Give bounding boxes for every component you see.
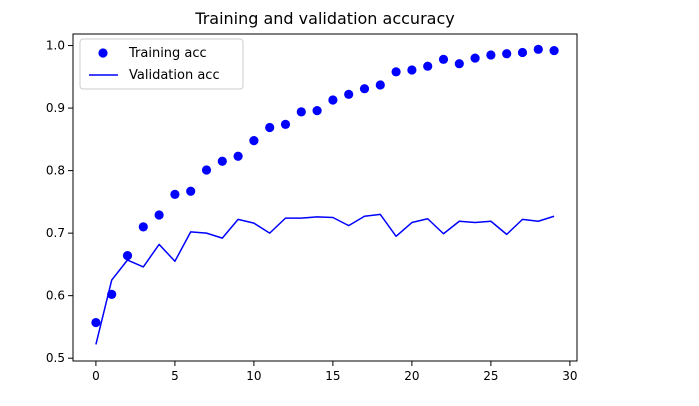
training-acc-point	[233, 151, 243, 161]
training-acc-point	[375, 80, 385, 90]
legend-label: Training acc	[128, 46, 207, 61]
training-acc-point	[296, 107, 306, 117]
y-tick-label: 1.0	[46, 39, 65, 53]
x-tick-label: 15	[325, 369, 340, 383]
legend-marker-swatch	[98, 48, 108, 58]
training-acc-point	[517, 47, 528, 58]
training-acc-point	[407, 65, 417, 75]
training-acc-point	[249, 136, 259, 146]
legend: Training acc Validation acc	[79, 38, 244, 90]
training-acc-point	[280, 119, 291, 129]
training-acc-point	[454, 59, 464, 69]
plot-series	[91, 44, 559, 345]
training-acc-point	[344, 89, 354, 99]
training-acc-point	[328, 95, 338, 105]
training-acc-point	[423, 61, 433, 71]
legend-label: Validation acc	[129, 68, 220, 83]
training-acc-point	[265, 122, 275, 133]
y-tick-label: 0.6	[46, 289, 65, 303]
x-tick-label: 0	[92, 369, 100, 383]
training-acc-point	[391, 67, 401, 77]
training-acc-point	[154, 210, 164, 220]
training-acc-point	[217, 156, 227, 166]
training-acc-point	[549, 45, 559, 56]
y-tick-label: 0.8	[46, 164, 65, 178]
training-acc-point	[359, 84, 370, 94]
chart-title: Training and validation accuracy	[194, 9, 454, 28]
training-acc-point	[470, 53, 480, 63]
x-tick-label: 20	[404, 369, 419, 383]
y-tick-label: 0.5	[46, 351, 65, 365]
x-axis-ticks: 0 5 10 15 20 25 30	[92, 361, 578, 383]
training-acc-point	[170, 189, 180, 199]
training-acc-point	[201, 165, 212, 175]
x-tick-label: 5	[171, 369, 179, 383]
x-tick-label: 25	[483, 369, 498, 383]
training-acc-point	[186, 186, 196, 196]
training-acc-point	[502, 49, 512, 59]
x-tick-label: 10	[246, 369, 261, 383]
legend-box	[79, 38, 244, 90]
y-axis-ticks: 0.5 0.6 0.7 0.8 0.9 1.0	[46, 39, 73, 365]
training-acc-point	[438, 54, 449, 64]
axes	[72, 33, 578, 362]
plot-frame	[72, 33, 578, 362]
validation-acc-line	[95, 213, 555, 345]
training-acc-point	[138, 222, 148, 232]
y-tick-label: 0.9	[46, 101, 65, 115]
x-tick-label: 30	[562, 369, 577, 383]
y-tick-label: 0.7	[46, 226, 65, 240]
training-acc-point	[122, 251, 133, 261]
training-acc-point	[486, 50, 496, 60]
training-acc-point	[91, 317, 101, 328]
training-acc-point	[533, 44, 543, 54]
training-acc-point	[312, 105, 322, 116]
